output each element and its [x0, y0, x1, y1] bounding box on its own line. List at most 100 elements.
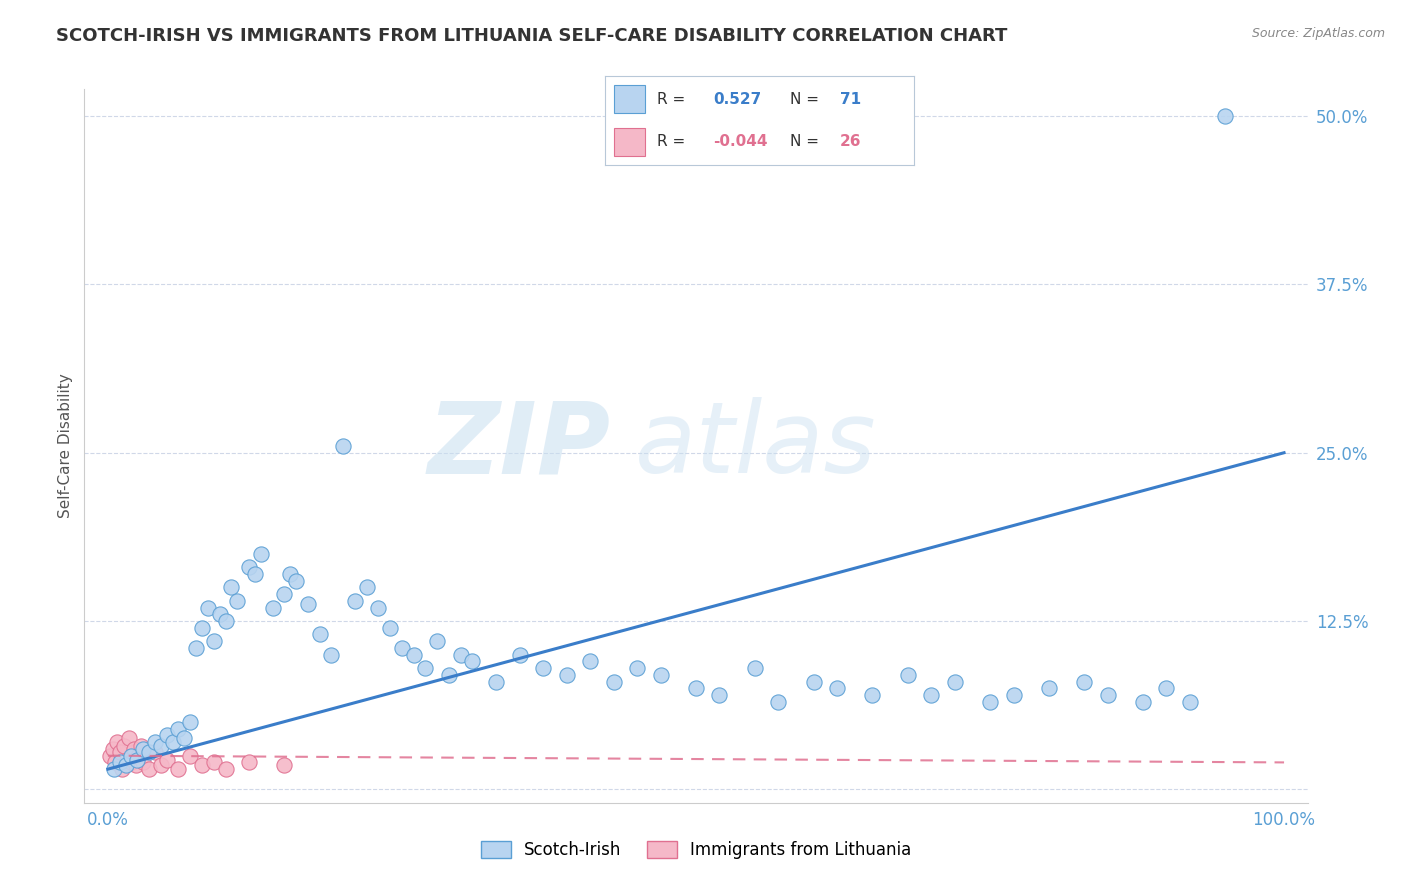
Point	[920, 688, 942, 702]
Point	[132, 756, 155, 770]
Point	[768, 695, 790, 709]
Point	[391, 640, 413, 655]
Point	[238, 560, 260, 574]
Point	[103, 762, 125, 776]
Point	[626, 661, 648, 675]
Text: N =: N =	[790, 92, 820, 106]
Point	[531, 661, 554, 675]
Point	[897, 668, 920, 682]
Point	[184, 640, 207, 655]
Point	[509, 648, 531, 662]
Text: -0.044: -0.044	[713, 135, 768, 149]
Text: ZIP: ZIP	[427, 398, 610, 494]
Point	[415, 661, 437, 675]
Point	[115, 753, 138, 767]
Point	[402, 648, 425, 662]
Point	[825, 681, 848, 696]
Point	[149, 739, 172, 754]
Point	[197, 600, 219, 615]
Legend: Scotch-Irish, Immigrants from Lithuania: Scotch-Irish, Immigrants from Lithuania	[474, 834, 918, 866]
Point	[243, 566, 266, 581]
Y-axis label: Self-Care Disability: Self-Care Disability	[58, 374, 73, 518]
Point	[127, 753, 149, 767]
Point	[744, 661, 766, 675]
Point	[367, 600, 389, 615]
Point	[297, 597, 319, 611]
Point	[356, 580, 378, 594]
Point	[1097, 688, 1119, 702]
Point	[149, 758, 172, 772]
Point	[202, 634, 225, 648]
Point	[214, 762, 236, 776]
Point	[273, 758, 295, 772]
Point	[1178, 695, 1201, 709]
Point	[450, 648, 472, 662]
Point	[555, 668, 578, 682]
Point	[162, 735, 184, 749]
Point	[650, 668, 672, 682]
Text: R =: R =	[657, 92, 685, 106]
Point	[108, 756, 131, 770]
Point	[208, 607, 231, 622]
Text: atlas: atlas	[636, 398, 876, 494]
Point	[308, 627, 330, 641]
Point	[112, 739, 135, 754]
Point	[108, 745, 131, 759]
Text: R =: R =	[657, 135, 685, 149]
Point	[321, 648, 343, 662]
Point	[238, 756, 260, 770]
Text: 0.527: 0.527	[713, 92, 761, 106]
Point	[129, 739, 152, 754]
Point	[285, 574, 308, 588]
Point	[98, 748, 121, 763]
Point	[426, 634, 449, 648]
Point	[138, 762, 160, 776]
Point	[214, 614, 236, 628]
Point	[461, 655, 484, 669]
Point	[380, 621, 402, 635]
Point	[179, 748, 201, 763]
Point	[120, 756, 142, 770]
Text: N =: N =	[790, 135, 820, 149]
Point	[167, 762, 190, 776]
Point	[602, 674, 624, 689]
Point	[111, 762, 134, 776]
Point	[278, 566, 301, 581]
Point	[101, 742, 124, 756]
Point	[437, 668, 460, 682]
Point	[202, 756, 225, 770]
Point	[179, 714, 201, 729]
Point	[127, 748, 149, 763]
Point	[1132, 695, 1154, 709]
Point	[221, 580, 243, 594]
Point	[943, 674, 966, 689]
Point	[118, 731, 141, 746]
Text: SCOTCH-IRISH VS IMMIGRANTS FROM LITHUANIA SELF-CARE DISABILITY CORRELATION CHART: SCOTCH-IRISH VS IMMIGRANTS FROM LITHUANI…	[56, 27, 1008, 45]
Point	[173, 731, 195, 746]
FancyBboxPatch shape	[614, 128, 645, 156]
Point	[156, 753, 179, 767]
Point	[143, 735, 166, 749]
Point	[332, 439, 354, 453]
Point	[273, 587, 295, 601]
Point	[709, 688, 731, 702]
FancyBboxPatch shape	[614, 85, 645, 113]
Point	[262, 600, 284, 615]
Text: Source: ZipAtlas.com: Source: ZipAtlas.com	[1251, 27, 1385, 40]
Point	[803, 674, 825, 689]
Point	[1156, 681, 1178, 696]
Point	[122, 742, 145, 756]
Point	[114, 758, 136, 772]
Point	[167, 722, 190, 736]
Point	[191, 758, 214, 772]
Text: 26: 26	[839, 135, 860, 149]
Point	[132, 742, 155, 756]
Point	[191, 621, 214, 635]
Point	[138, 745, 160, 759]
Point	[104, 756, 127, 770]
Point	[579, 655, 602, 669]
Point	[105, 735, 128, 749]
Point	[1002, 688, 1025, 702]
Point	[125, 758, 148, 772]
Point	[120, 748, 142, 763]
